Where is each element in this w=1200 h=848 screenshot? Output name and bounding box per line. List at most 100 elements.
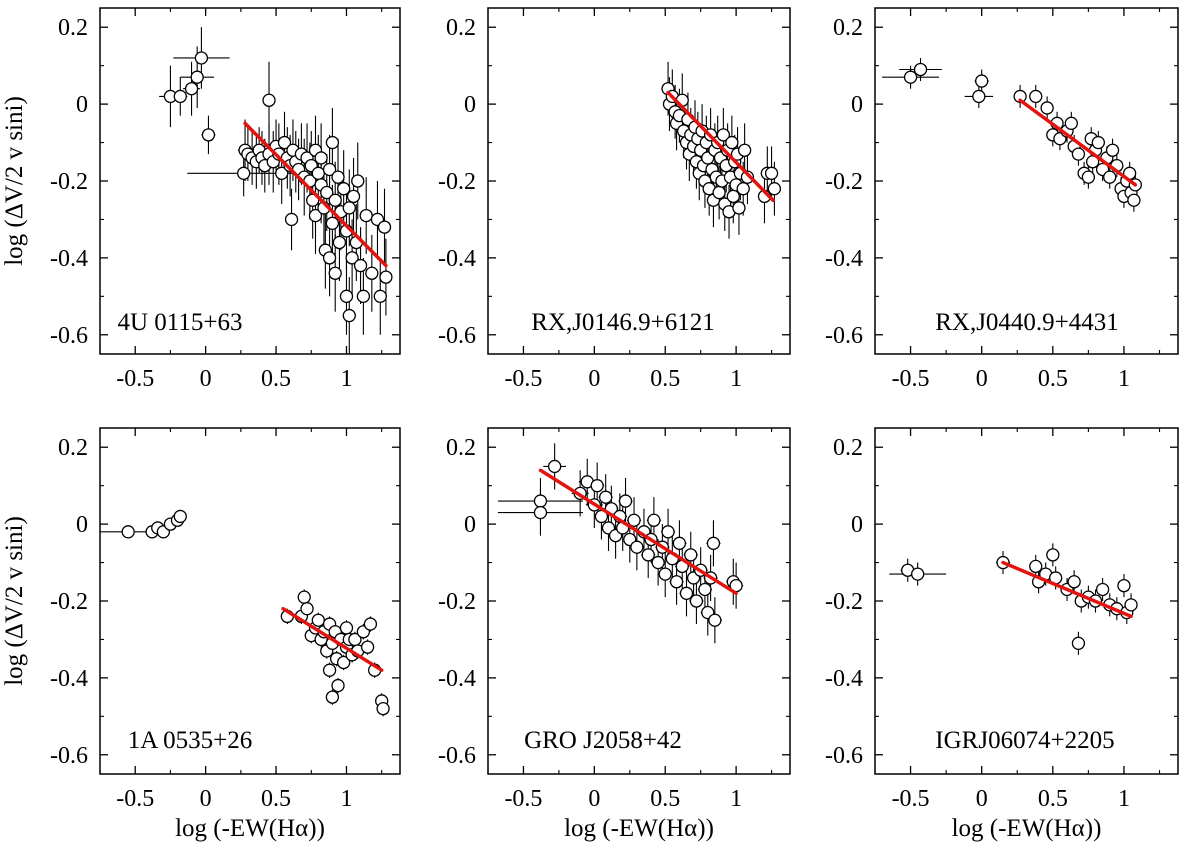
panel-label: GRO J2058+42 — [524, 727, 682, 754]
data-point — [647, 513, 661, 527]
y-tick-label: -0.4 — [50, 666, 88, 692]
plot-frame — [487, 427, 791, 775]
y-tick-label: 0.2 — [833, 15, 863, 41]
y-tick-label: -0.4 — [825, 666, 863, 692]
data-point — [1071, 636, 1086, 650]
data-point — [194, 51, 209, 65]
x-tick-label: 0.5 — [261, 786, 291, 812]
y-tick-label: 0.2 — [446, 15, 476, 41]
x-tick-label: 0.5 — [650, 366, 680, 392]
data-point — [322, 251, 337, 265]
data-point — [630, 540, 644, 554]
y-tick-label: -0.2 — [438, 589, 476, 615]
data-point — [618, 494, 633, 508]
data-point — [732, 201, 746, 215]
data-point — [339, 621, 354, 635]
data-point — [308, 208, 323, 223]
data-point — [190, 70, 204, 84]
data-point — [684, 548, 698, 562]
data-point — [237, 166, 251, 180]
y-tick-label: -0.6 — [438, 743, 476, 769]
x-tick-label: 0 — [200, 366, 212, 392]
y-axis-label: log (ΔV/2 v sini) — [1, 96, 28, 266]
x-tick-label: 1 — [1118, 786, 1130, 812]
y-tick-label: -0.4 — [50, 246, 88, 272]
y-tick-label: -0.6 — [50, 323, 88, 349]
data-point — [328, 193, 342, 207]
y-tick-label: 0 — [851, 92, 863, 118]
y-tick-label: 0 — [851, 512, 863, 538]
data-points — [903, 62, 1142, 207]
data-point — [337, 182, 351, 196]
y-tick-label: -0.2 — [50, 589, 88, 615]
data-point — [712, 185, 726, 200]
fit-line — [281, 606, 384, 672]
data-point — [1040, 101, 1054, 115]
data-layer — [661, 61, 782, 239]
data-point — [913, 62, 928, 77]
data-point — [533, 505, 548, 520]
data-point — [345, 251, 359, 265]
data-point — [331, 678, 345, 693]
fit-line — [666, 90, 775, 202]
data-point — [1029, 89, 1043, 104]
data-point — [337, 655, 351, 670]
x-tick-label: 0.5 — [1038, 786, 1068, 812]
data-point — [706, 536, 721, 550]
x-axis-label: log (-EW(Hα)) — [952, 815, 1102, 842]
data-points — [901, 548, 1138, 650]
data-point — [351, 174, 365, 188]
data-point — [903, 70, 918, 84]
y-tick-label: 0 — [464, 512, 476, 538]
data-point — [716, 128, 731, 142]
data-point — [975, 74, 989, 88]
x-tick-label: 0 — [588, 366, 600, 392]
data-point — [1046, 548, 1060, 562]
data-point — [325, 216, 340, 230]
data-point — [661, 525, 675, 539]
data-point — [698, 582, 712, 597]
x-tick-label: 0 — [976, 786, 988, 812]
data-points — [163, 51, 393, 323]
data-point — [972, 89, 986, 104]
y-tick-label: -0.4 — [825, 246, 863, 272]
y-tick-label: 0 — [76, 512, 88, 538]
data-point — [300, 602, 314, 616]
data-point — [737, 143, 752, 157]
y-tick-label: -0.6 — [438, 323, 476, 349]
data-point — [1081, 170, 1096, 184]
data-point — [332, 235, 347, 250]
panel-label: RX,J0440.9+4431 — [935, 309, 1119, 336]
data-point — [547, 459, 562, 474]
ticks — [874, 428, 1178, 774]
data-point — [284, 212, 299, 227]
data-point — [1029, 559, 1043, 574]
data-point — [275, 166, 289, 180]
data-point — [184, 82, 199, 96]
y-tick-label: 0 — [76, 92, 88, 118]
data-point — [764, 166, 779, 180]
x-tick-label: 0 — [976, 366, 988, 392]
ticks — [487, 428, 790, 774]
data-point — [377, 220, 392, 234]
data-point — [1127, 193, 1141, 207]
y-tick-label: -0.2 — [825, 589, 863, 615]
data-point — [651, 555, 665, 570]
data-point — [689, 594, 704, 608]
data-points — [533, 459, 743, 627]
x-tick-label: 1 — [1118, 366, 1130, 392]
data-point — [590, 479, 604, 493]
ticks — [874, 8, 1178, 354]
data-point — [173, 509, 187, 524]
data-point — [322, 663, 337, 677]
data-point — [262, 93, 276, 107]
x-tick-label: 1 — [730, 786, 742, 812]
y-axis-label: log (ΔV/2 v sini) — [1, 516, 28, 686]
panel-label: 4U 0115+63 — [118, 309, 243, 336]
data-point — [1091, 135, 1105, 150]
y-tick-label: -0.6 — [825, 323, 863, 349]
data-point — [1064, 116, 1078, 130]
data-point — [306, 193, 320, 207]
panel-6: -0.5 0 0.5 1 0.2 0 -0.2 -0.4 -0.6 IGRJ06074+2205 l… — [825, 427, 1179, 842]
data-point — [1071, 147, 1086, 161]
